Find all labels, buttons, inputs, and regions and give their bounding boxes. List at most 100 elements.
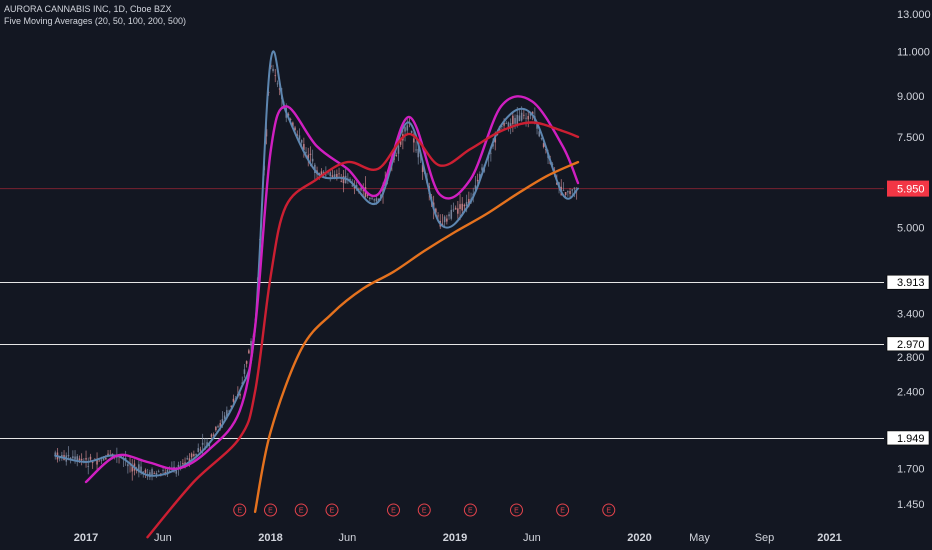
y-tick-label: 13.000 (897, 9, 931, 21)
y-tick-label: 5.000 (897, 222, 925, 234)
candle-body (107, 453, 109, 456)
candle-body (567, 191, 569, 193)
level-price-badge (886, 430, 930, 446)
candle-body (327, 172, 329, 174)
candle-body (311, 158, 314, 162)
candle-body (371, 197, 373, 199)
candle-body (195, 454, 197, 456)
candle-body (245, 361, 248, 364)
candle-body (509, 123, 512, 127)
candle-body (151, 469, 153, 475)
candle-body (474, 185, 477, 190)
candle-body (527, 116, 530, 120)
candle-body (140, 466, 142, 474)
candle-body (516, 114, 519, 125)
candle-body (421, 164, 424, 173)
candle-body (340, 180, 343, 182)
candle-body (54, 452, 57, 457)
horizontal-level-lines[interactable] (0, 188, 884, 439)
candle-body (465, 201, 468, 207)
candle-body (232, 398, 235, 402)
x-tick-label: Jun (154, 532, 172, 544)
candle-body (320, 171, 323, 176)
candle-body (342, 176, 345, 184)
earnings-marker-ring (510, 503, 523, 517)
price-axis[interactable]: 13.00011.0009.0007.5006.0005.0003.9133.4… (886, 9, 931, 511)
candle-body (168, 470, 171, 472)
x-tick-label: 2017 (74, 532, 98, 544)
indicator-legend[interactable]: Five Moving Averages (20, 50, 100, 200, … (4, 16, 186, 26)
candle-body (435, 208, 437, 213)
level-price-badge (886, 336, 930, 352)
last-price-badge (887, 180, 929, 197)
ma100-line (146, 121, 580, 539)
candle-body (67, 455, 70, 457)
candle-body (457, 208, 459, 214)
candle-body (336, 173, 338, 178)
candle-body (298, 135, 301, 140)
symbol-title[interactable]: AURORA CANNABIS INC, 1D, Cboe BZX (4, 4, 172, 14)
candle-body (85, 458, 87, 460)
candle-body (138, 464, 140, 473)
y-tick-label: 1.700 (897, 463, 925, 475)
candle-body (556, 182, 558, 185)
candle-body (89, 456, 92, 460)
candle-body (208, 443, 211, 447)
earnings-marker-label: E (268, 508, 273, 515)
x-tick-label: Jun (339, 532, 357, 544)
candle-body (127, 464, 129, 467)
x-tick-label: Jun (523, 532, 541, 544)
candle-body (443, 216, 446, 223)
candle-body (186, 458, 189, 460)
candle-body (496, 134, 499, 135)
earnings-marker-ring (294, 503, 308, 517)
candle-body (523, 114, 525, 116)
candle-body (226, 410, 228, 417)
y-tick-label: 2.400 (897, 386, 925, 398)
candle-body (274, 75, 277, 77)
x-tick-label: 2020 (627, 532, 651, 544)
candle-body (404, 127, 406, 132)
candle-body (542, 142, 545, 147)
candle-body (331, 175, 334, 178)
candle-body (223, 415, 226, 419)
candle-body (91, 462, 94, 463)
candle-body (305, 151, 307, 153)
candle-body (410, 130, 413, 133)
candle-body (531, 111, 534, 114)
candle-body (525, 117, 527, 119)
time-axis[interactable]: 2017 Jun 2018 Jun 2019 Jun 2020 May Sep 2021 (74, 532, 842, 544)
y-tick-label: 9.000 (897, 91, 925, 103)
candle-body (333, 174, 336, 179)
candle-body (540, 137, 543, 139)
earnings-marker-ring (387, 503, 400, 517)
candle-body (399, 139, 402, 145)
candle-body (300, 140, 303, 143)
candle-body (80, 458, 83, 461)
candle-body (413, 138, 415, 143)
candle-body (507, 122, 510, 128)
candle-body (69, 457, 72, 460)
earnings-marker: E (387, 503, 400, 517)
candle-body (289, 119, 292, 120)
candle-body (373, 199, 376, 201)
ma20-line (54, 50, 579, 477)
candle-body (303, 144, 305, 150)
candle-body (494, 137, 497, 143)
candle-body (188, 458, 191, 463)
candle-body (100, 459, 103, 461)
earnings-marker-label: E (560, 508, 565, 515)
candle-body (135, 470, 138, 471)
candle-body (131, 466, 134, 472)
candle-body (248, 350, 250, 354)
earnings-marker: E (463, 503, 477, 517)
candle-body (571, 189, 574, 191)
candle-body (362, 190, 365, 192)
earnings-marker: E (233, 503, 247, 517)
candle-body (96, 459, 98, 465)
candle-body (369, 197, 371, 200)
x-tick-label: 2018 (258, 532, 282, 544)
